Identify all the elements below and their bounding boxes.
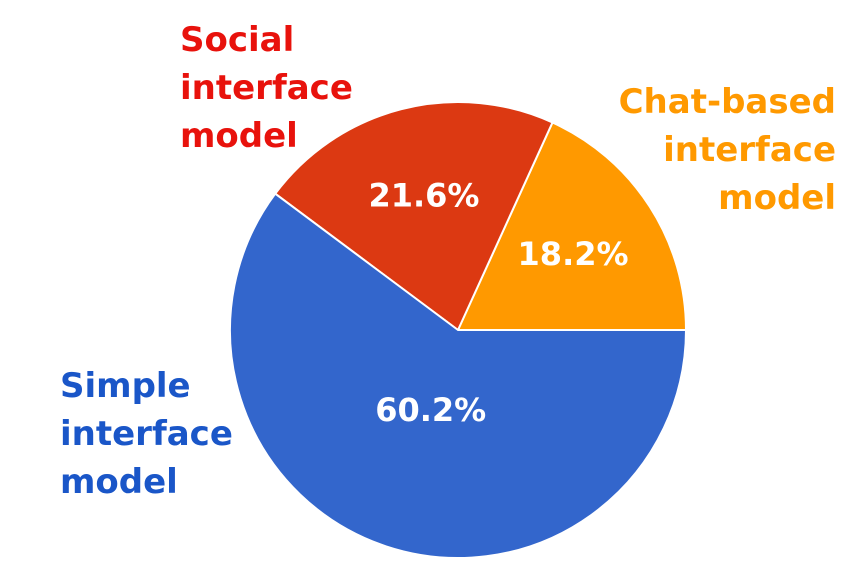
value-label: 60.2% bbox=[375, 391, 486, 429]
value-label: 18.2% bbox=[518, 235, 629, 273]
pie-slice bbox=[229, 192, 688, 559]
pie-slice bbox=[273, 101, 554, 332]
slice-label: Chat-based interface model bbox=[618, 82, 836, 218]
slice-label: Social interface model bbox=[180, 20, 353, 156]
pie-slice bbox=[456, 121, 688, 331]
slice-label: Simple interface model bbox=[60, 366, 233, 502]
value-label: 21.6% bbox=[368, 176, 479, 214]
